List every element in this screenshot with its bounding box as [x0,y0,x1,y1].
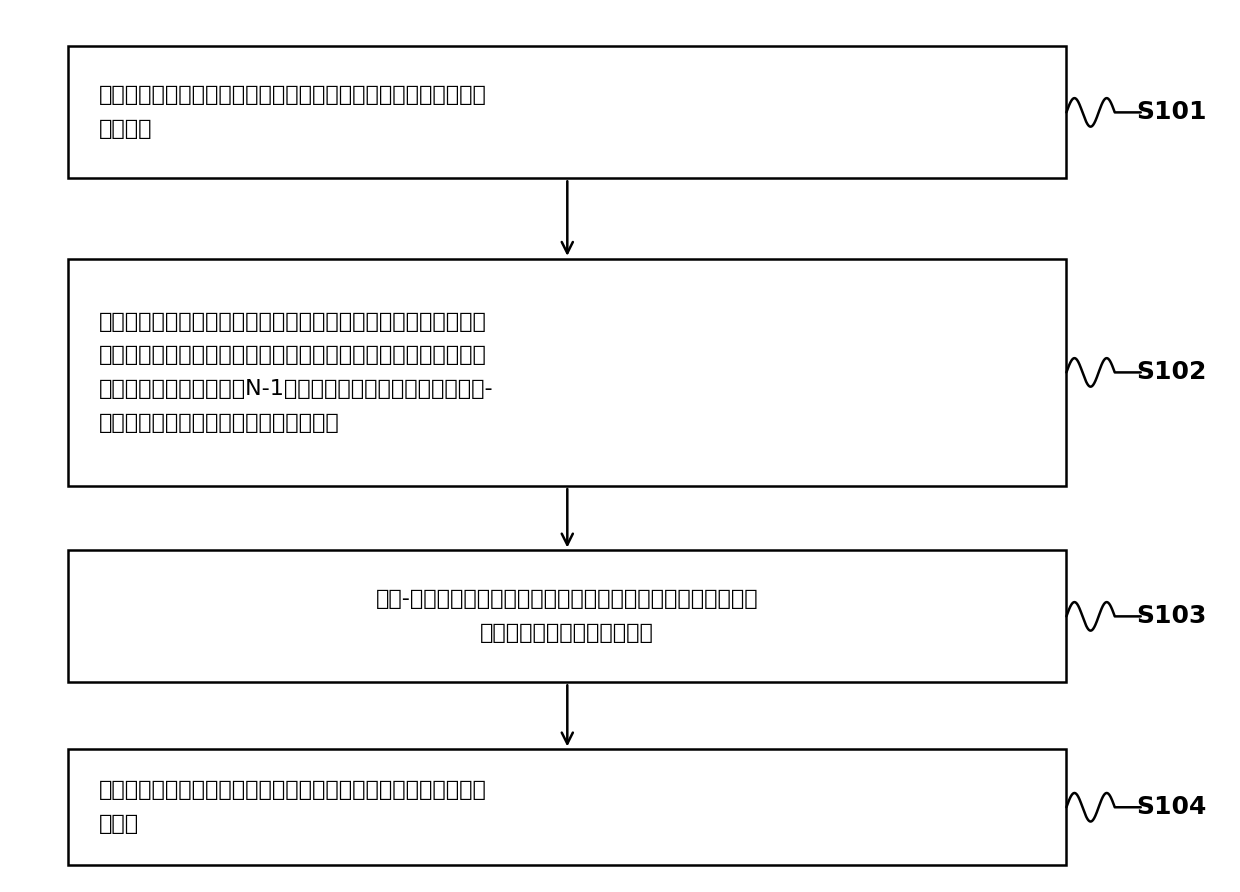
Text: 将所得到优化运行策略对应各电源和气源出力发送给各个电源和气: 将所得到优化运行策略对应各电源和气源出力发送给各个电源和气 [99,780,487,800]
Text: 运行条件下的运行约束和N-1故障下的安全约束运行，来构建电-: 运行条件下的运行约束和N-1故障下的安全约束运行，来构建电- [99,379,494,400]
Text: S103: S103 [1137,605,1207,628]
Bar [68,46,1066,178]
Text: 气混合系统安全约束最优能量流计算模型: 气混合系统安全约束最优能量流计算模型 [99,413,340,434]
Text: 的气负荷: 的气负荷 [99,120,153,139]
Bar [68,749,1066,865]
Text: 根据所获取的电负荷和气负荷，以及混合系统的燃气发电机的耦合: 根据所获取的电负荷和气负荷，以及混合系统的燃气发电机的耦合 [99,311,487,332]
Text: 源执行: 源执行 [99,814,139,834]
Text: S102: S102 [1137,360,1207,384]
Bar [68,550,1066,682]
Text: 合系统的优化运行状态和策略: 合系统的优化运行状态和策略 [480,624,655,643]
Text: S104: S104 [1137,796,1207,819]
Text: 对电-气混合系统安全约束最优能量流计算模型进行求解，得到混: 对电-气混合系统安全约束最优能量流计算模型进行求解，得到混 [376,590,759,609]
Bar [68,259,1066,486]
Text: 和电机驱动压缩机的耦合约束、电力系统和天然气系统存在的正常: 和电机驱动压缩机的耦合约束、电力系统和天然气系统存在的正常 [99,345,487,366]
Text: 通过终端来分别获取确定电网各节点的电负荷以及天然气网各节点: 通过终端来分别获取确定电网各节点的电负荷以及天然气网各节点 [99,86,487,105]
Text: S101: S101 [1137,101,1207,124]
